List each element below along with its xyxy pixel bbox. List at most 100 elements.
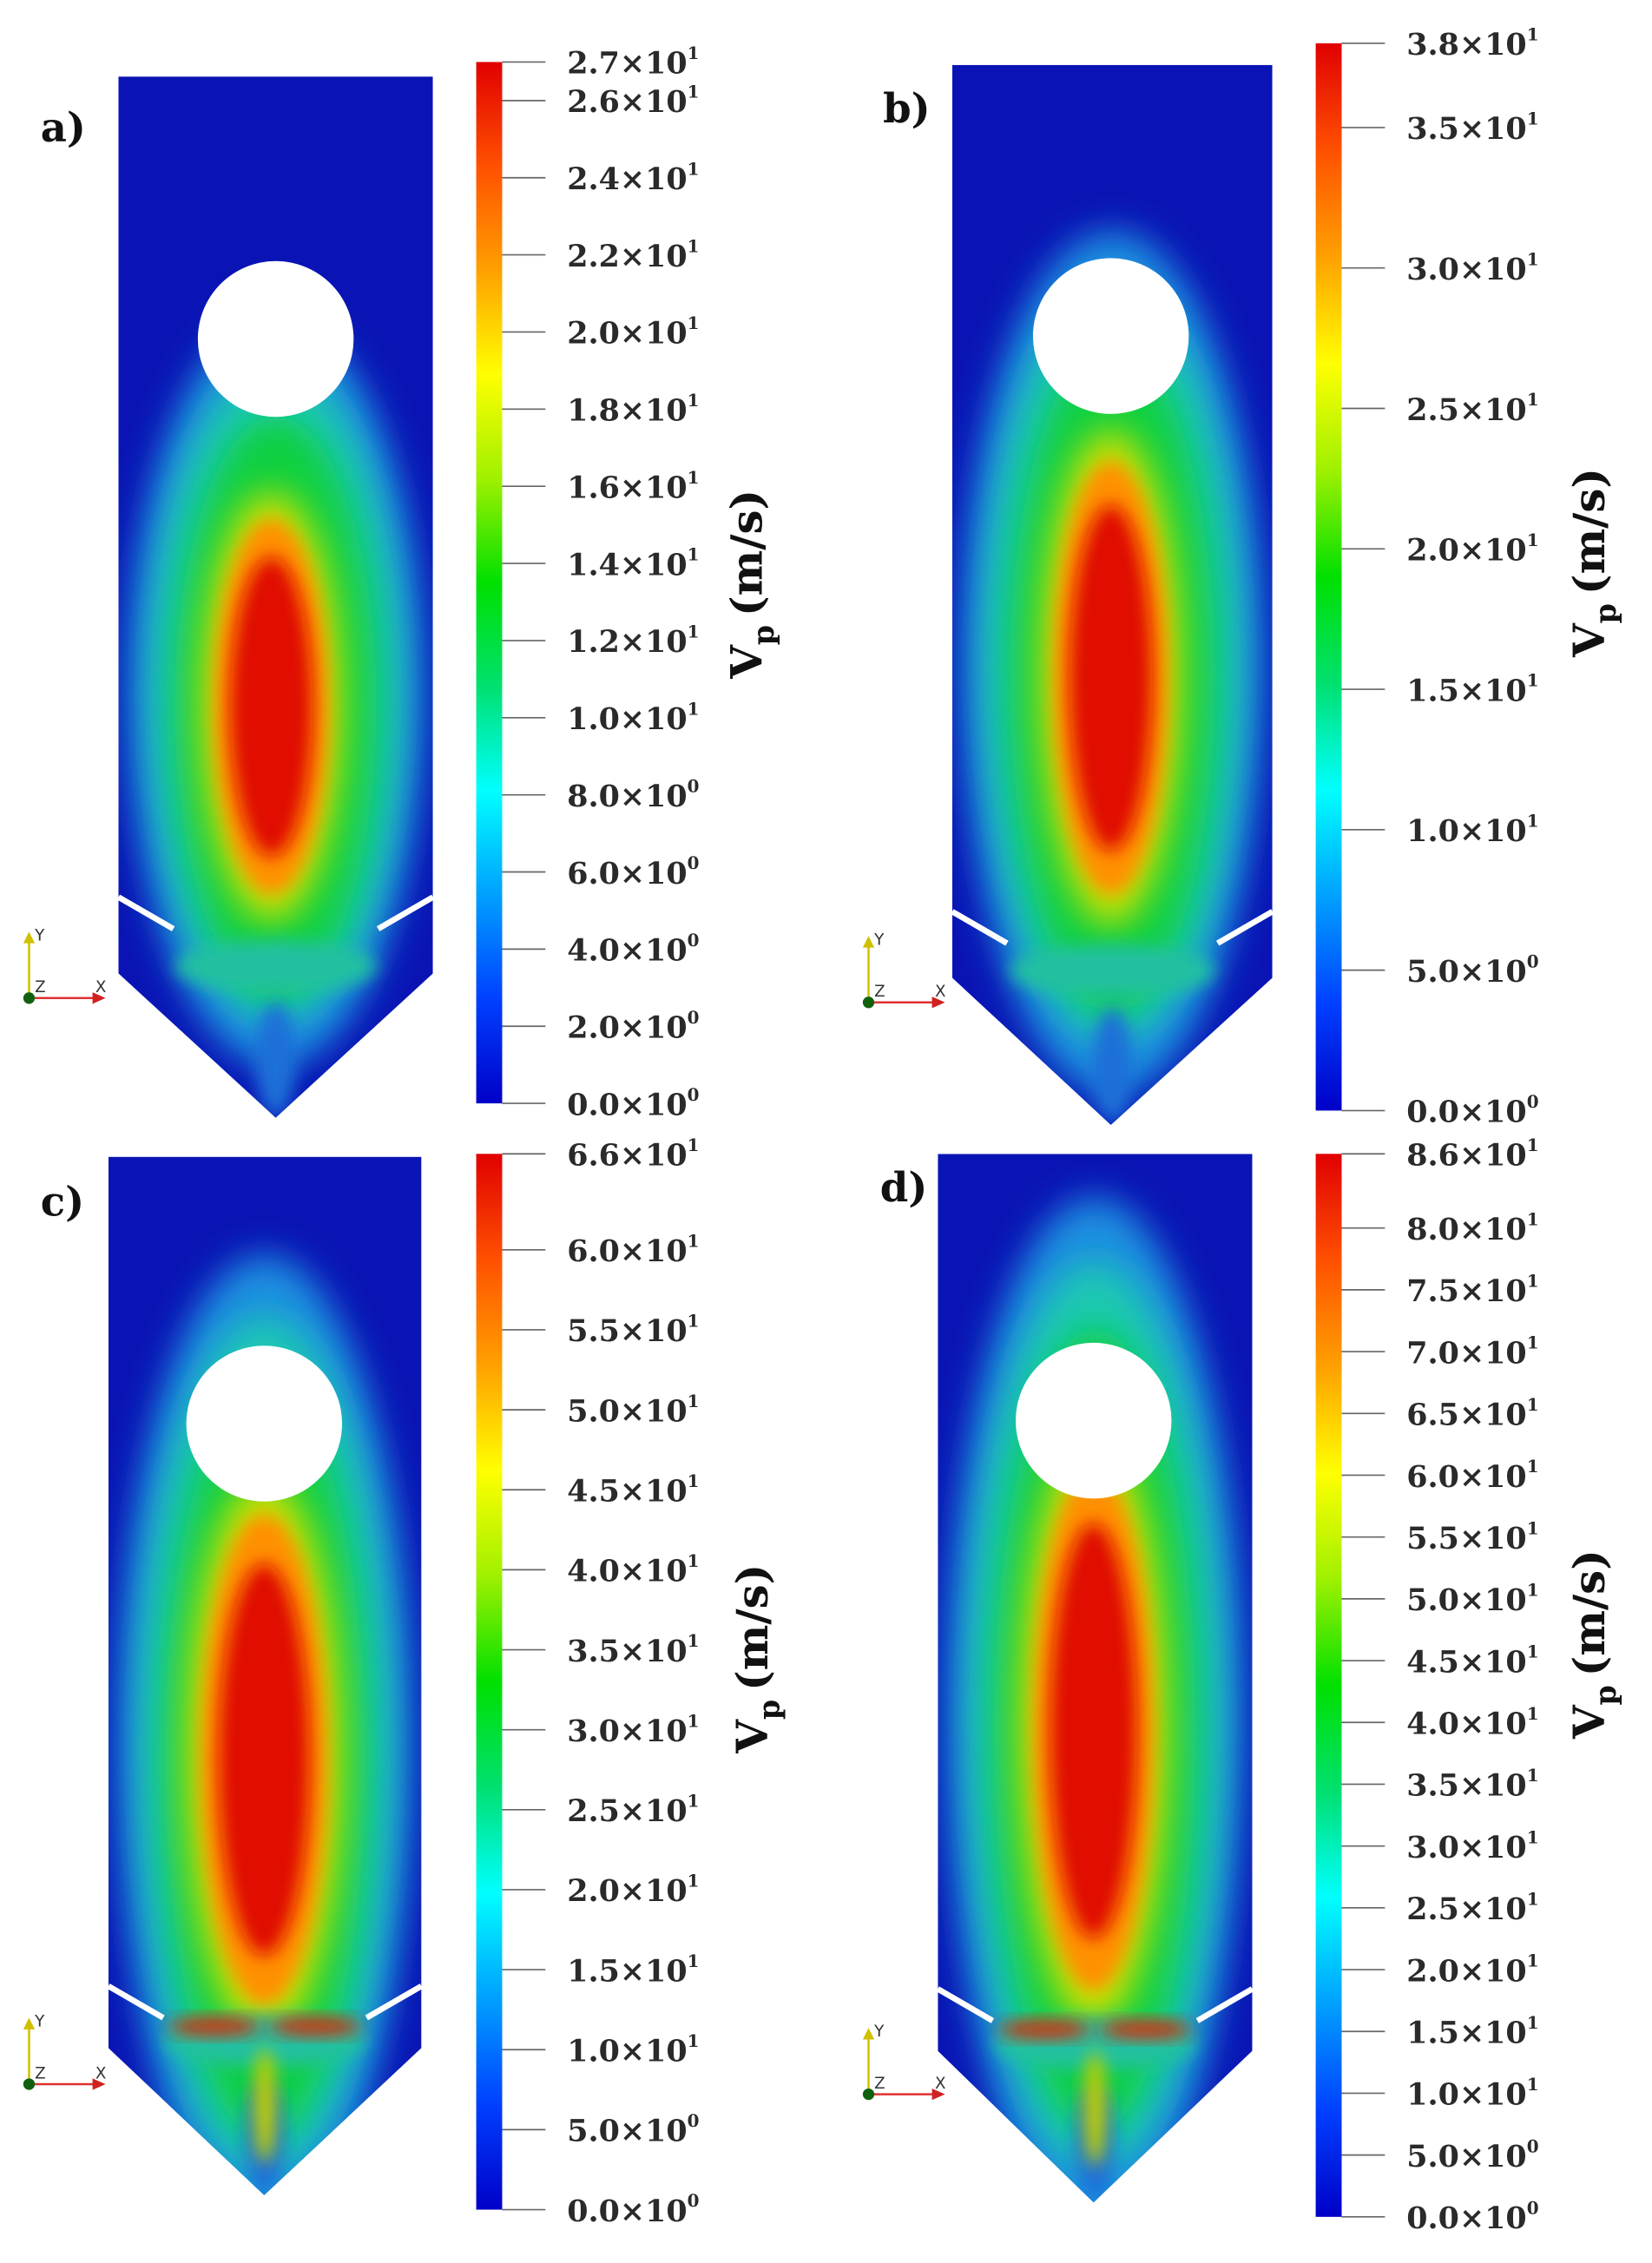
colorbar-tick-label: 2.0×100 [567, 1007, 699, 1046]
panel-label: b) [883, 84, 931, 132]
colorbar-tick-label: 1.0×101 [567, 698, 699, 737]
colorbar-tick-label: 0.0×100 [1406, 2198, 1538, 2237]
colorbar-tick-label: 2.6×101 [567, 82, 699, 121]
colorbar-tick-label: 6.0×100 [567, 852, 699, 891]
colorbar-tick-label: 1.5×101 [567, 1951, 699, 1990]
colorbar-tick-label: 3.8×101 [1406, 24, 1538, 63]
baffle-right [365, 1983, 424, 2021]
axis-label-z: Z [874, 2075, 885, 2093]
velocity-contour [1092, 1008, 1133, 1124]
cylinder-obstacle [197, 260, 354, 418]
axis-label-y: Y [34, 2013, 45, 2031]
colorbar-tick-label: 4.0×101 [567, 1550, 699, 1589]
colorbar-tick-label: 4.5×101 [567, 1470, 699, 1510]
colorbar-tick-label: 6.0×101 [1406, 1456, 1538, 1495]
baffle-left [107, 1983, 165, 2021]
colorbar-tick-label: 4.0×100 [567, 930, 699, 969]
colorbar-tick-label: 5.0×101 [567, 1391, 699, 1430]
panel-label: a) [41, 103, 86, 151]
colorbar-tick-label: 0.0×100 [567, 2190, 699, 2229]
colorbar-tick-label: 3.0×101 [567, 1710, 699, 1749]
jet-right [269, 2017, 362, 2036]
baffle-right [1215, 909, 1274, 946]
z-axis-dot-icon [23, 992, 36, 1004]
baffle-left [951, 909, 1009, 946]
colorbar-tick-label: 5.0×101 [1406, 1580, 1538, 1619]
colorbar [476, 62, 503, 1104]
jet-right [1099, 2020, 1192, 2038]
colorbar-tick-label: 5.5×101 [1406, 1517, 1538, 1556]
x-axis-arrow-icon [931, 2088, 945, 2101]
axis-label-y: Y [873, 931, 885, 949]
velocity-contour [230, 556, 313, 857]
colorbar-tick-label: 1.6×101 [567, 467, 699, 506]
colorbar-tick-label: 4.0×101 [1406, 1703, 1538, 1742]
axis-label-x: X [935, 983, 946, 1001]
baffle-right [1195, 1986, 1254, 2023]
colorbar-tick-label: 0.0×100 [567, 1084, 699, 1123]
colorbar-tick-label: 2.0×101 [567, 1871, 699, 1910]
colorbar-tick-label: 5.5×101 [567, 1311, 699, 1350]
axis-label-z: Z [874, 983, 885, 1001]
colorbar-tick-label: 3.0×101 [1406, 1826, 1538, 1865]
y-axis-arrow-icon [862, 936, 875, 948]
colorbar-tick-label: 1.2×101 [567, 622, 699, 661]
colorbar-tick-label: 7.5×101 [1406, 1271, 1538, 1310]
colorbar-tick-label: 5.0×100 [1406, 2135, 1538, 2174]
colorbar-tick-label: 1.0×101 [567, 2030, 699, 2069]
colorbar-tick-label: 1.5×101 [1406, 670, 1538, 709]
cylinder-obstacle [1015, 1342, 1172, 1499]
axis-label-y: Y [34, 926, 45, 944]
jet-center [253, 2048, 277, 2164]
baffle-left [116, 894, 175, 931]
panel-label: c) [41, 1178, 84, 1226]
colorbar-tick-label: 1.4×101 [567, 544, 699, 583]
cylinder-obstacle [186, 1345, 343, 1502]
velocity-field [951, 64, 1273, 1126]
colorbar-tick-label: 1.0×101 [1406, 2074, 1538, 2113]
panel-c: c) 6.6×101 6.0×101 5.5×101 5.0×101 4.5×101 4.0… [23, 1135, 786, 2229]
colorbar-tick-label: 8.0×100 [567, 775, 699, 814]
velocity-contour [1070, 504, 1153, 852]
cylinder-obstacle [1032, 258, 1189, 414]
jet-left [998, 2020, 1091, 2038]
baffle-right [376, 894, 435, 931]
colorbar [1315, 43, 1342, 1111]
x-axis-arrow-icon [92, 992, 106, 1004]
colorbar-tick-label: 2.7×101 [567, 43, 699, 82]
baffle-left [936, 1986, 995, 2023]
axes-triad: Y Z X [23, 2013, 107, 2090]
y-axis-arrow-icon [862, 2028, 875, 2040]
velocity-contour [218, 1563, 310, 1957]
panel-b: b) 3.8×101 3.5×101 3.0×101 2.5×101 2.0×101 1.5… [862, 24, 1622, 1130]
colorbar [1315, 1154, 1342, 2217]
axis-label-z: Z [35, 2064, 46, 2082]
colorbar-tick-label: 2.0×101 [1406, 530, 1538, 569]
velocity-contour [1010, 944, 1215, 997]
y-axis-arrow-icon [23, 931, 36, 944]
z-axis-dot-icon [862, 997, 875, 1009]
velocity-field [118, 76, 433, 1118]
velocity-field [938, 1154, 1253, 2203]
colorbar-tick-label: 2.5×101 [567, 1790, 699, 1829]
colorbar-tick-label: 2.2×101 [567, 235, 699, 274]
x-axis-arrow-icon [931, 997, 945, 1009]
colorbar-tick-label: 8.6×101 [1406, 1135, 1538, 1174]
colorbar-tick-label: 2.0×101 [1406, 1951, 1538, 1990]
axis-label-z: Z [35, 978, 46, 997]
x-axis-arrow-icon [92, 2078, 106, 2090]
colorbar-tick-label: 3.5×101 [567, 1630, 699, 1669]
colorbar-tick-label: 4.5×101 [1406, 1641, 1538, 1681]
colorbar-tick-label: 0.0×100 [1406, 1091, 1538, 1130]
colorbar-tick-label: 2.5×101 [1406, 389, 1538, 428]
colorbar-title: Vp(m/s) [721, 490, 780, 680]
axis-label-x: X [95, 2064, 107, 2082]
colorbar-tick-label: 5.0×100 [567, 2110, 699, 2149]
velocity-contour [174, 940, 377, 993]
axes-triad: Y Z X [862, 2023, 945, 2101]
z-axis-dot-icon [862, 2088, 875, 2101]
colorbar-tick-label: 6.5×101 [1406, 1394, 1538, 1433]
velocity-field [108, 1156, 422, 2195]
velocity-contour [1050, 1523, 1137, 1939]
